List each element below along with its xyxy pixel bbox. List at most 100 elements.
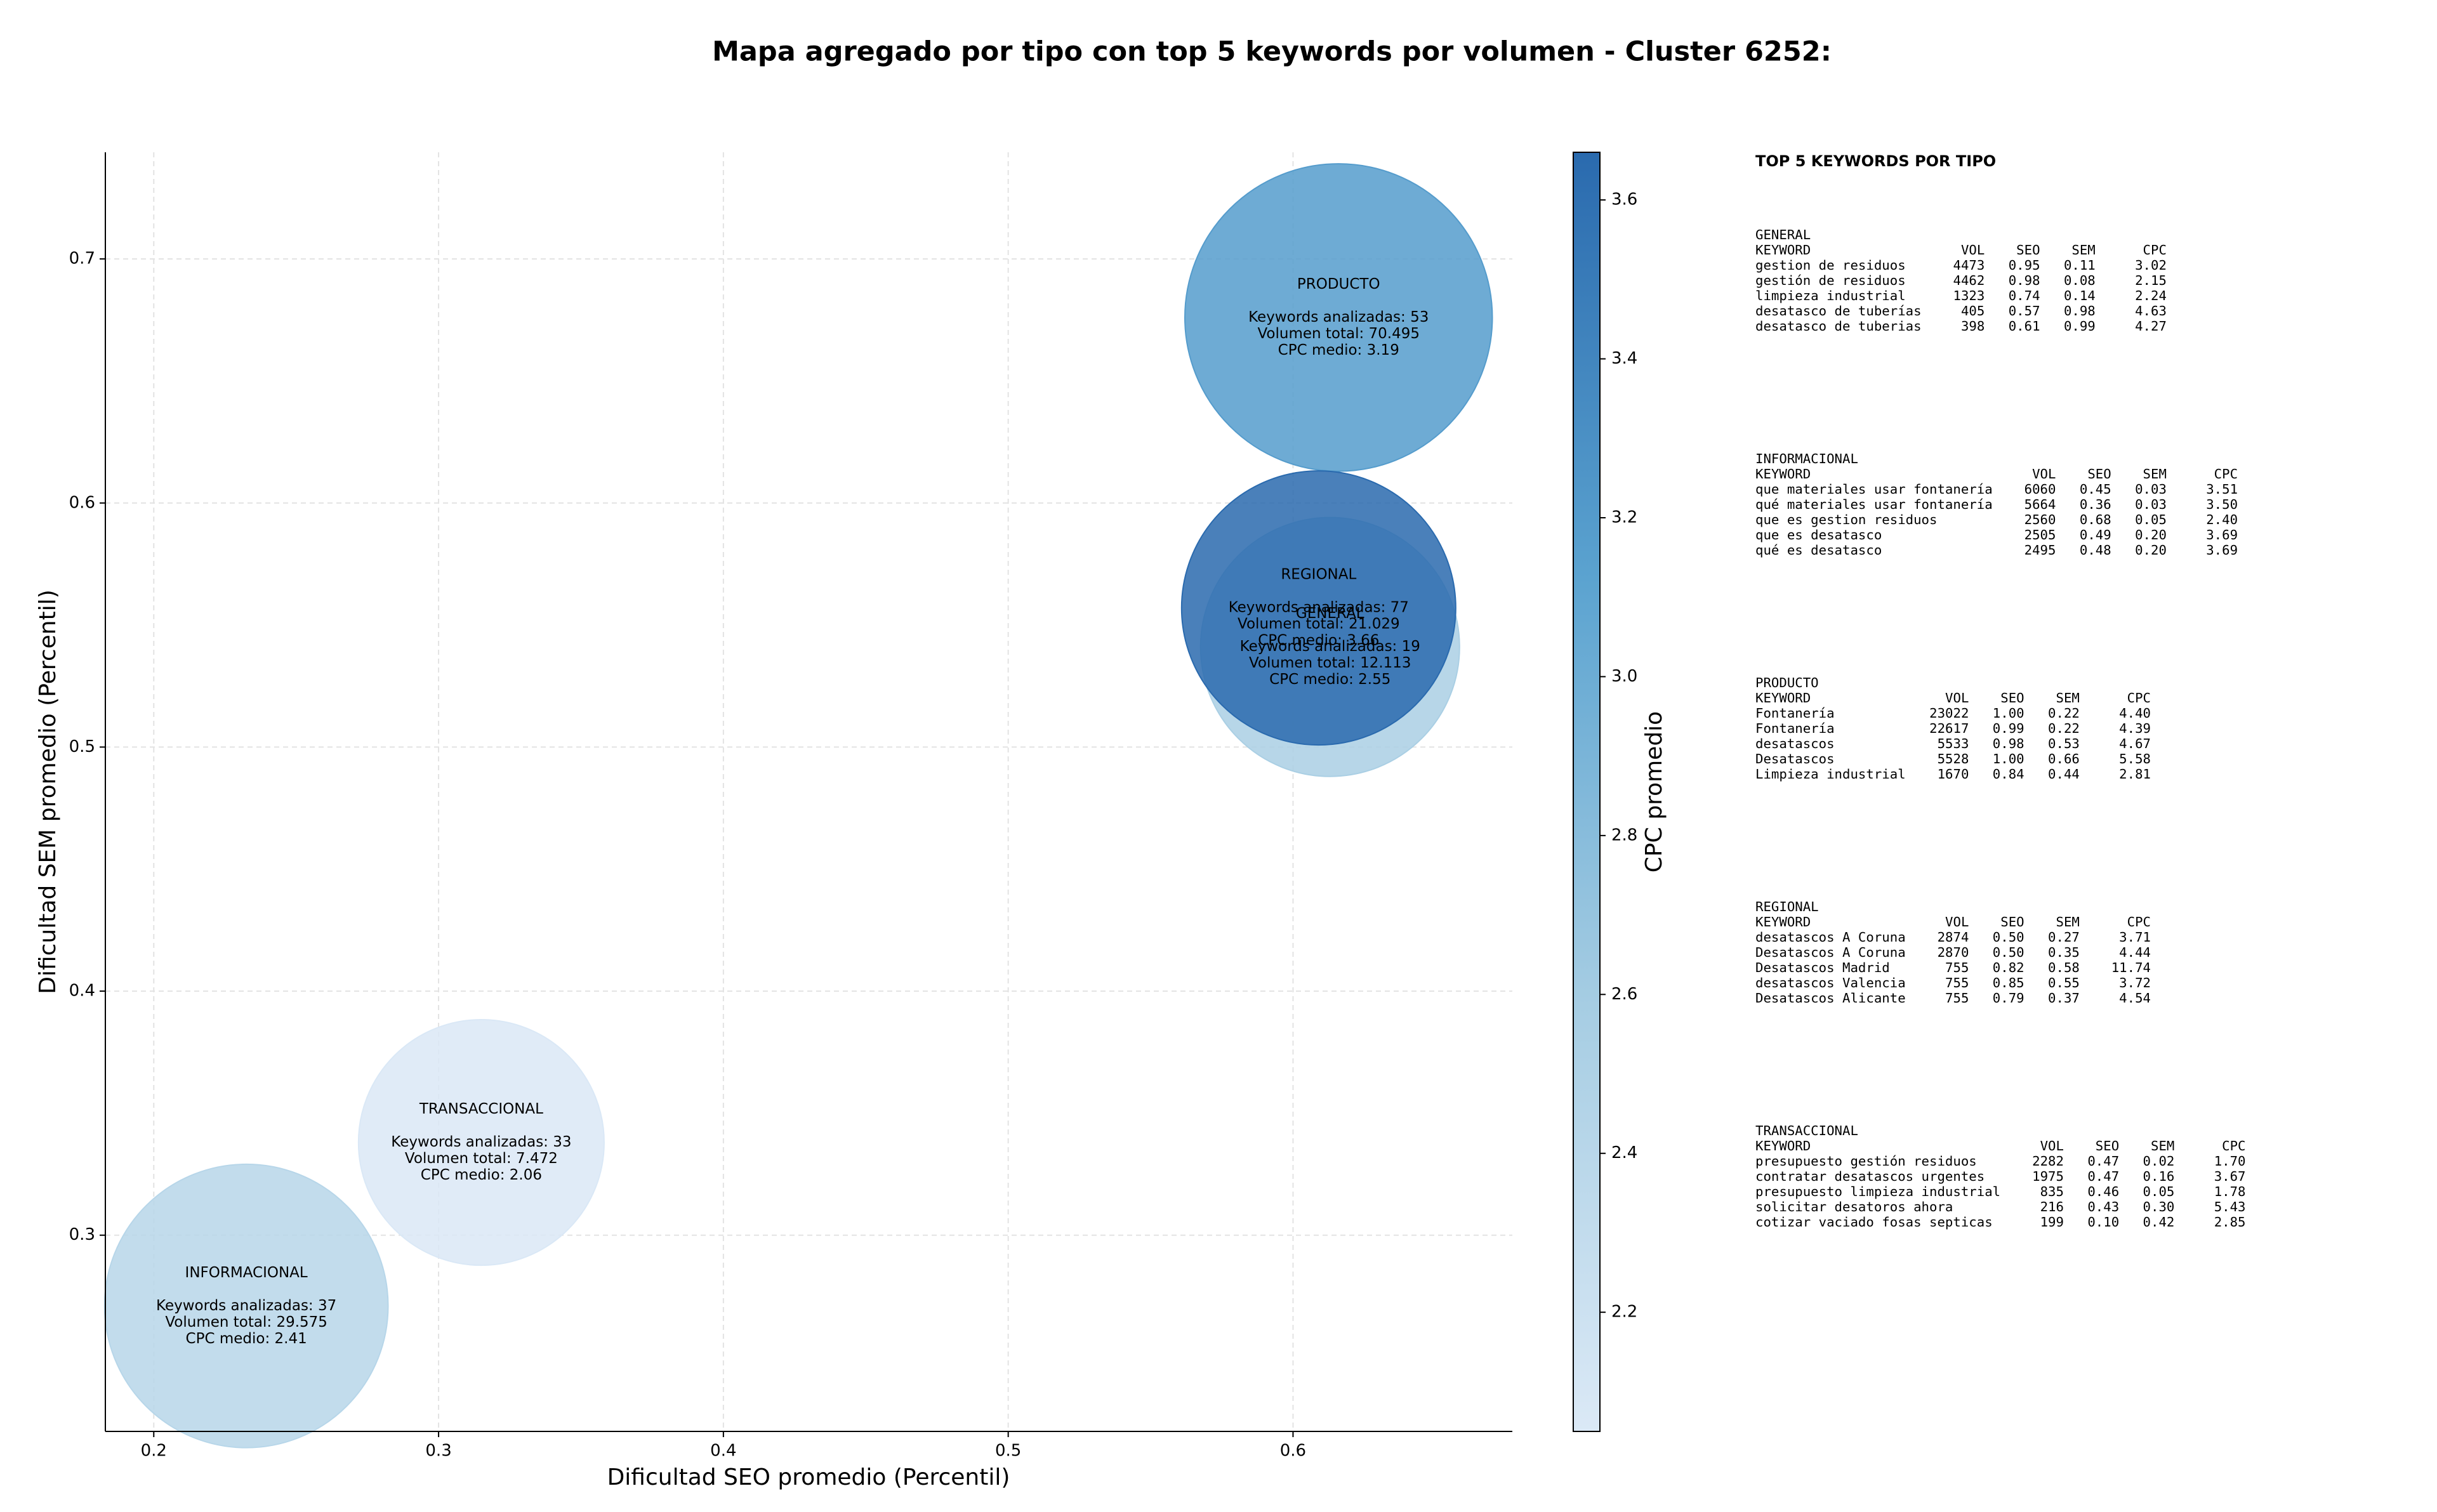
column-header: CPC: [2214, 466, 2238, 482]
column-header: SEO: [2096, 1138, 2119, 1154]
table-cell: 0.57: [2009, 303, 2040, 319]
bubble-annotation: CPC medio: 3.66: [1258, 633, 1379, 649]
column-header: KEYWORD: [1755, 242, 1811, 258]
table-cell: 3.69: [2206, 542, 2238, 558]
section-name: REGIONAL: [1755, 899, 1819, 914]
table-cell: 4.27: [2135, 319, 2167, 334]
table-cell: Desatascos: [1755, 751, 1835, 766]
table-cell: 0.08: [2064, 273, 2096, 288]
table-cell: 2870: [1938, 945, 1969, 960]
table-cell: 3.69: [2206, 527, 2238, 542]
column-header: CPC: [2222, 1138, 2245, 1154]
table-cell: 0.84: [1993, 766, 2024, 782]
table-cell: 3.72: [2119, 975, 2151, 990]
bubble-annotation: Keywords analizadas: 33: [391, 1134, 571, 1150]
table-cell: contratar desatascos urgentes: [1755, 1169, 1985, 1184]
table-cell: 1975: [2032, 1169, 2064, 1184]
table-cell: Fontanería: [1755, 706, 1835, 721]
table-cell: Limpieza industrial: [1755, 766, 1906, 782]
table-cell: 0.43: [2087, 1199, 2119, 1214]
table-cell: 1.78: [2214, 1184, 2246, 1199]
bubble-annotation: CPC medio: 2.41: [186, 1331, 307, 1347]
table-cell: desatascos A Coruna: [1755, 930, 1906, 945]
x-tick-label: 0.3: [425, 1442, 451, 1461]
table-cell: 4473: [1953, 258, 1985, 273]
table-cell: 0.10: [2087, 1214, 2119, 1230]
table-cell: 0.03: [2135, 497, 2167, 512]
table-cell: 0.05: [2143, 1184, 2175, 1199]
table-cell: 0.47: [2087, 1154, 2119, 1169]
bubble-annotation: Volumen total: 70.495: [1257, 325, 1420, 342]
table-cell: 0.55: [2048, 975, 2080, 990]
bubble-annotation: Keywords analizadas: 37: [156, 1298, 336, 1314]
table-cell: 0.47: [2087, 1169, 2119, 1184]
y-tick-label: 0.4: [69, 982, 95, 1001]
table-cell: 0.53: [2048, 736, 2080, 751]
column-header: KEYWORD: [1755, 914, 1811, 930]
table-cell: que es gestion residuos: [1755, 512, 1937, 527]
bubble-annotation: Keywords analizadas: 53: [1248, 309, 1429, 325]
table-cell: 0.98: [2009, 273, 2040, 288]
table-cell: 835: [2040, 1184, 2064, 1199]
table-cell: 0.99: [1993, 721, 2024, 736]
table-cell: 3.71: [2119, 930, 2151, 945]
table-cell: 6060: [2024, 482, 2056, 497]
bubbles: [103, 163, 1493, 1449]
table-cell: 199: [2040, 1214, 2064, 1230]
table-cell: 0.95: [2009, 258, 2040, 273]
table-cell: 4.39: [2119, 721, 2151, 736]
bubble-name: REGIONAL: [1281, 567, 1356, 583]
table-cell: 0.37: [2048, 990, 2080, 1006]
table-cell: desatasco de tuberias: [1755, 319, 1922, 334]
table-cell: 0.79: [1993, 990, 2024, 1006]
table-cell: 2505: [2024, 527, 2056, 542]
bubble: [1180, 470, 1456, 746]
table-cell: 0.98: [2064, 303, 2096, 319]
table-cell: qué es desatasco: [1755, 542, 1882, 558]
table-cell: 22617: [1929, 721, 1969, 736]
table-cell: 0.14: [2064, 288, 2096, 303]
panel-title: TOP 5 KEYWORDS POR TIPO: [1755, 152, 1996, 170]
table-cell: 2282: [2032, 1154, 2064, 1169]
bubble-annotation: Keywords analizadas: 77: [1229, 600, 1409, 616]
table-cell: 23022: [1929, 706, 1969, 721]
table-cell: 0.20: [2135, 527, 2167, 542]
bubble-annotation: Volumen total: 7.472: [405, 1150, 558, 1167]
table-cell: 0.20: [2135, 542, 2167, 558]
table-cell: 0.58: [2048, 960, 2080, 975]
section-name: PRODUCTO: [1755, 675, 1819, 690]
table-cell: Fontanería: [1755, 721, 1835, 736]
table-cell: 755: [1945, 975, 1969, 990]
y-tick-label: 0.7: [69, 249, 95, 268]
bubble-annotation: CPC medio: 2.55: [1269, 671, 1390, 688]
table-cell: 2.85: [2214, 1214, 2246, 1230]
table-cell: desatasco de tuberías: [1755, 303, 1922, 319]
table-cell: 3.67: [2214, 1169, 2246, 1184]
column-header: SEO: [2016, 242, 2040, 258]
table-cell: 1670: [1938, 766, 1969, 782]
x-tick-label: 0.2: [141, 1442, 167, 1461]
table-cell: 0.27: [2048, 930, 2080, 945]
x-tick-label: 0.6: [1280, 1442, 1306, 1461]
bubble: [357, 1019, 605, 1266]
colorbar-label: CPC promedio: [1641, 711, 1667, 872]
table-cell: gestion de residuos: [1755, 258, 1906, 273]
table-cell: 1.00: [1993, 751, 2024, 766]
table-cell: 405: [1961, 303, 1985, 319]
table-cell: 0.02: [2143, 1154, 2175, 1169]
column-header: SEO: [2087, 466, 2111, 482]
colorbar-tick-label: 2.4: [1611, 1143, 1637, 1162]
table-cell: 0.74: [2009, 288, 2040, 303]
table-cell: 755: [1945, 990, 1969, 1006]
colorbar-tick-label: 3.4: [1611, 349, 1637, 368]
table-cell: 0.50: [1993, 930, 2024, 945]
table-cell: 0.46: [2087, 1184, 2119, 1199]
table-cell: 398: [1961, 319, 1985, 334]
table-cell: 0.99: [2064, 319, 2096, 334]
y-axis-label: Dificultad SEM promedio (Percentil): [35, 589, 61, 994]
table-cell: gestión de residuos: [1755, 273, 1906, 288]
table-cell: 0.22: [2048, 706, 2080, 721]
colorbar-tick-label: 3.0: [1611, 667, 1637, 686]
table-cell: 755: [1945, 960, 1969, 975]
